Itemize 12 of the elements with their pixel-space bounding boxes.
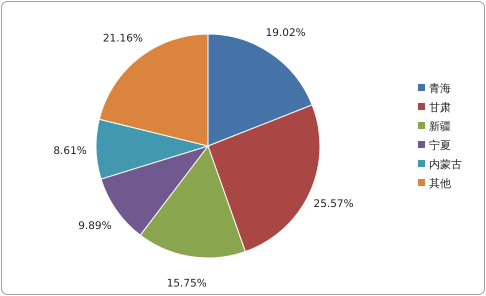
legend-label: 内蒙古 (429, 158, 462, 171)
legend-label: 新疆 (429, 120, 451, 133)
legend-label: 甘肃 (429, 101, 451, 114)
data-label: 8.61% (53, 145, 87, 158)
legend-label: 其他 (429, 177, 451, 190)
legend-label: 青海 (429, 82, 451, 95)
data-label: 25.57% (314, 198, 354, 210)
data-label: 19.02% (266, 26, 306, 39)
data-label: 15.75% (166, 277, 207, 290)
legend-label: 宁夏 (429, 139, 451, 152)
data-label: 9.89% (78, 220, 112, 232)
data-label: 21.16% (102, 32, 143, 44)
